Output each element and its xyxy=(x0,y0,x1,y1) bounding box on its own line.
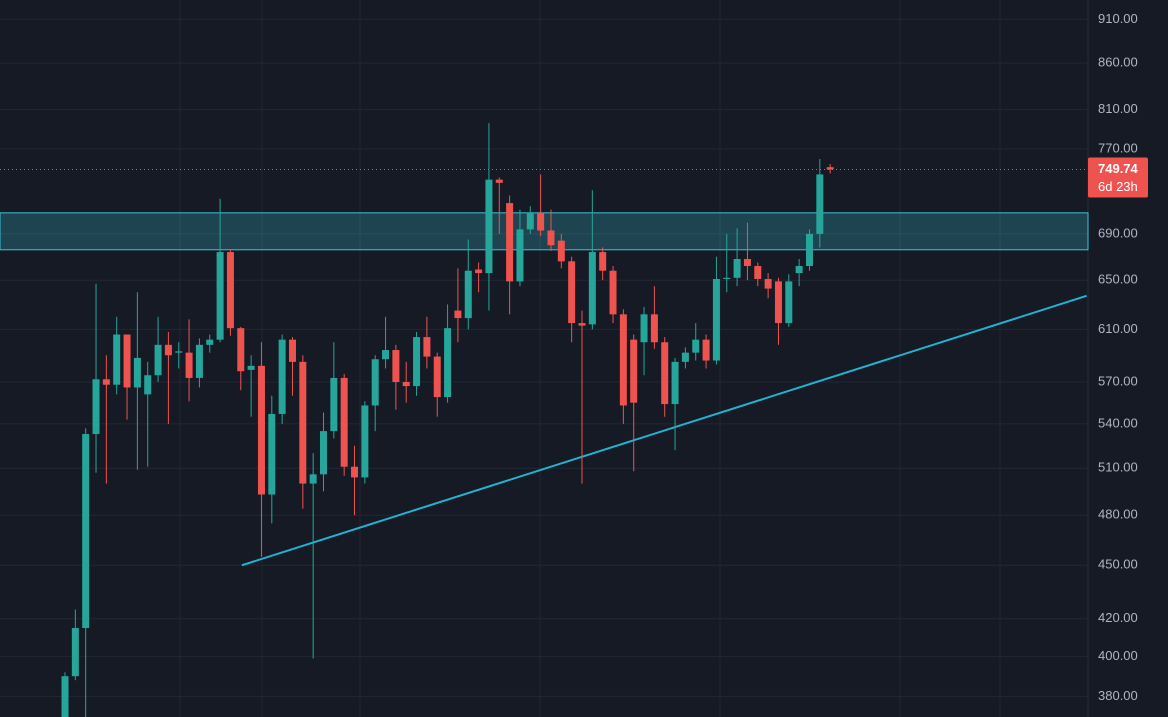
candle-body xyxy=(123,334,131,388)
candle-body xyxy=(785,281,793,324)
candle-body xyxy=(102,379,110,385)
candle-body xyxy=(599,252,607,271)
candle-body xyxy=(175,351,183,353)
candle-body xyxy=(309,474,317,484)
candle-body xyxy=(413,337,421,387)
price-label-bg xyxy=(1088,157,1148,198)
trendline xyxy=(241,294,1087,567)
candle-body xyxy=(371,359,379,406)
candle-body xyxy=(671,361,679,405)
candle-body xyxy=(154,344,162,376)
candle-body xyxy=(712,278,720,361)
candle-body xyxy=(444,328,452,398)
candle-body xyxy=(82,434,90,629)
candle-body xyxy=(609,270,617,315)
candle-body xyxy=(733,259,741,278)
candle-body xyxy=(61,676,69,717)
candle-body xyxy=(351,466,359,478)
candle-body xyxy=(795,266,803,274)
y-tick-label: 610.00 xyxy=(1098,321,1138,336)
v-grid xyxy=(179,0,1001,717)
candle-body xyxy=(423,337,431,357)
candle-body xyxy=(485,179,493,274)
candle-body xyxy=(133,357,141,388)
candle-body xyxy=(216,252,224,340)
y-tick-label: 810.00 xyxy=(1098,101,1138,116)
candle-body xyxy=(144,375,152,395)
candle-body xyxy=(692,339,700,353)
candle-body xyxy=(516,229,524,282)
candle-body xyxy=(557,240,565,262)
y-tick-label: 650.00 xyxy=(1098,272,1138,287)
y-tick-label: 380.00 xyxy=(1098,688,1138,703)
candle-body xyxy=(92,379,100,435)
candle-body xyxy=(630,339,638,403)
y-tick-label: 770.00 xyxy=(1098,140,1138,155)
y-tick-label: 450.00 xyxy=(1098,557,1138,572)
candle-body xyxy=(340,377,348,467)
candle-body xyxy=(278,339,286,414)
candle-body xyxy=(640,314,648,343)
candle-body xyxy=(650,314,658,343)
candle-body xyxy=(754,266,762,279)
candle-body xyxy=(71,628,79,677)
y-tick-label: 690.00 xyxy=(1098,225,1138,240)
candle-body xyxy=(247,365,255,370)
candle-body xyxy=(257,365,265,495)
candle-body xyxy=(495,179,503,183)
candle-body xyxy=(288,339,296,362)
candle-body xyxy=(578,323,586,326)
y-tick-label: 540.00 xyxy=(1098,415,1138,430)
candle-body xyxy=(702,339,710,361)
candle-body xyxy=(330,377,338,432)
candle-body xyxy=(361,405,369,478)
candle-body xyxy=(588,252,596,325)
y-tick-label: 570.00 xyxy=(1098,373,1138,388)
candle-body xyxy=(506,203,514,282)
last-price-label: 749.74 xyxy=(1098,161,1139,176)
candle-body xyxy=(681,352,689,362)
candle-body xyxy=(547,230,555,246)
y-tick-label: 400.00 xyxy=(1098,648,1138,663)
candle-body xyxy=(826,167,834,170)
candle-body xyxy=(433,356,441,398)
candle-body xyxy=(226,252,234,329)
candle-body xyxy=(402,382,410,387)
candle-body xyxy=(805,233,813,267)
candle-body xyxy=(568,261,576,324)
y-tick-label: 910.00 xyxy=(1098,11,1138,26)
candle-body xyxy=(237,328,245,372)
candle-body xyxy=(464,270,472,319)
y-tick-label: 510.00 xyxy=(1098,460,1138,475)
candle-body xyxy=(723,277,731,279)
candle-body xyxy=(774,281,782,324)
countdown-label: 6d 23h xyxy=(1098,179,1138,194)
candle-body xyxy=(454,310,462,319)
y-tick-label: 420.00 xyxy=(1098,610,1138,625)
candle-body xyxy=(392,350,400,383)
candle-body xyxy=(743,259,751,267)
y-tick-label: 860.00 xyxy=(1098,55,1138,70)
candle-body xyxy=(526,212,534,230)
candle-body xyxy=(764,278,772,289)
candle-body xyxy=(195,344,203,378)
candle-body xyxy=(164,344,172,356)
y-tick-label: 480.00 xyxy=(1098,507,1138,522)
candle-body xyxy=(320,431,327,475)
candle-body xyxy=(619,314,627,406)
candle-body xyxy=(185,352,193,378)
candle-body xyxy=(661,342,669,405)
candle-body xyxy=(299,361,307,484)
candle-body xyxy=(268,413,276,495)
candle-body xyxy=(475,269,483,274)
candle-body xyxy=(206,339,214,345)
candle-body xyxy=(382,350,390,360)
candle-body xyxy=(537,212,545,231)
candle-body xyxy=(113,334,121,385)
candle-body xyxy=(816,174,824,234)
